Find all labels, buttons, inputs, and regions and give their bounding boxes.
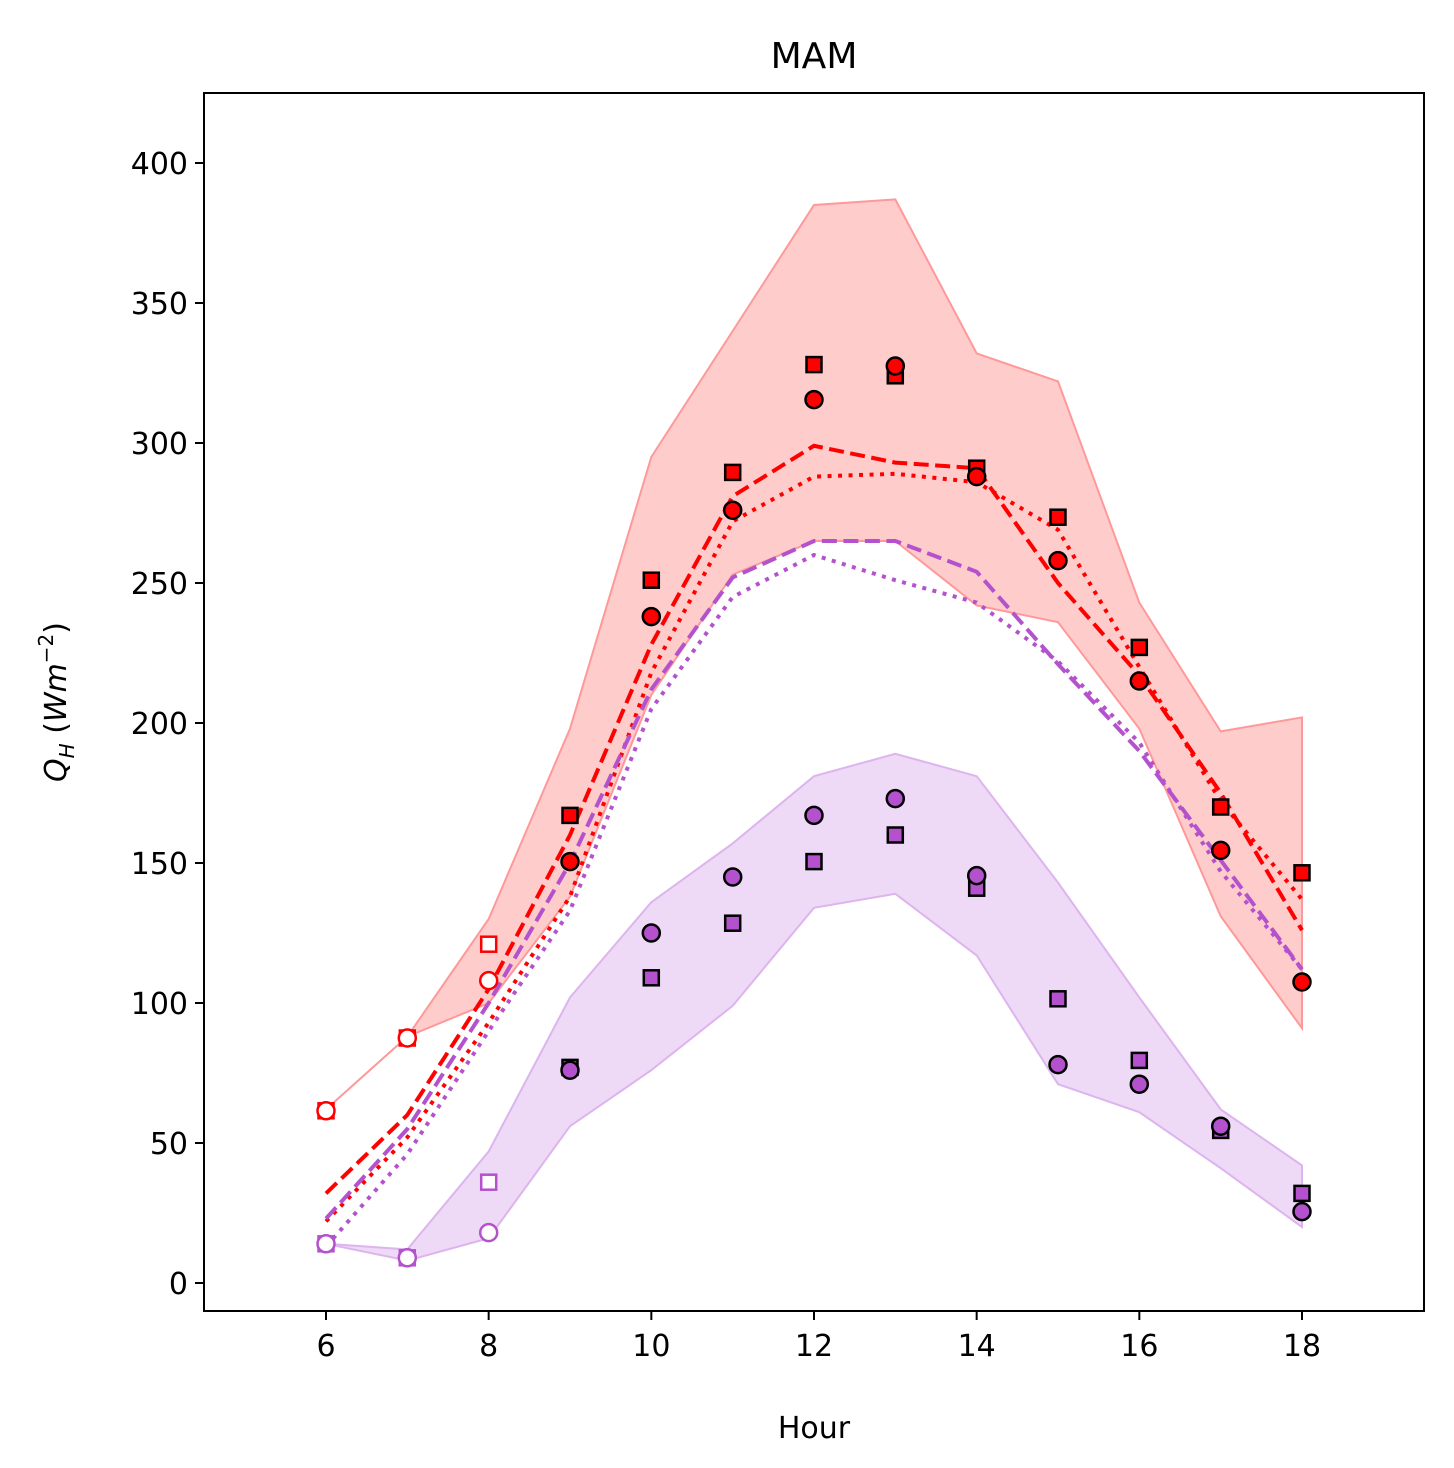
marker-purple-square	[1130, 1051, 1149, 1070]
x-tick-label: 6	[316, 1329, 335, 1364]
marker-red-circle	[1292, 972, 1312, 992]
marker-purple-square	[1049, 990, 1067, 1008]
marker-red-circle	[966, 466, 987, 487]
x-tick-label: 10	[632, 1329, 670, 1364]
x-axis-label: Hour	[778, 1411, 851, 1446]
y-tick-label: 400	[131, 147, 188, 182]
marker-red-square	[1049, 508, 1067, 526]
marker-red-circle	[316, 1101, 336, 1121]
x-axis-ticks: 6 8 10 12 14 16 18	[316, 1311, 1321, 1364]
y-axis-label-exponent: −2	[34, 634, 58, 663]
y-axis-label-close: )	[39, 622, 74, 634]
marker-purple-circle	[478, 1222, 499, 1243]
marker-red-square	[561, 806, 579, 825]
y-tick-label: 100	[131, 987, 188, 1022]
x-tick-label: 16	[1120, 1329, 1158, 1364]
y-tick-label: 0	[169, 1267, 188, 1302]
x-tick-label: 18	[1283, 1329, 1321, 1364]
marker-purple-circle	[316, 1234, 336, 1254]
marker-purple-circle	[722, 867, 743, 887]
y-tick-label: 200	[131, 707, 188, 742]
y-tick-label: 300	[131, 427, 188, 462]
marker-purple-circle	[1048, 1054, 1068, 1075]
marker-purple-circle	[397, 1248, 418, 1268]
chart-title: MAM	[771, 36, 858, 77]
y-axis-ticks: 0 50 100 150 200 250 300 350 400	[131, 147, 204, 1302]
marker-purple-circle	[885, 788, 906, 809]
marker-red-square	[1130, 638, 1149, 657]
x-tick-label: 14	[958, 1329, 996, 1364]
marker-red-circle	[641, 606, 662, 627]
marker-red-square	[723, 463, 742, 482]
marker-purple-square	[886, 826, 905, 844]
marker-purple-circle	[1292, 1201, 1312, 1222]
marker-red-circle	[560, 851, 580, 872]
marker-purple-circle	[560, 1060, 580, 1080]
marker-purple-circle	[804, 805, 824, 826]
marker-red-square	[805, 355, 823, 374]
marker-purple-circle	[1210, 1116, 1231, 1136]
marker-red-circle	[1210, 840, 1231, 861]
marker-purple-circle	[1129, 1074, 1150, 1094]
marker-red-square	[1293, 864, 1311, 882]
marker-red-circle	[478, 970, 499, 991]
marker-red-circle	[722, 500, 743, 520]
y-axis-label: QH (Wm−2)	[34, 622, 79, 782]
marker-red-square	[479, 935, 498, 953]
series-markers	[316, 355, 1312, 1268]
marker-red-circle	[804, 389, 824, 410]
marker-red-square	[1211, 798, 1230, 816]
marker-purple-square	[642, 969, 661, 987]
marker-red-circle	[1048, 550, 1068, 571]
marker-red-circle	[885, 356, 906, 376]
marker-purple-circle	[966, 865, 987, 886]
line-purple-dotted	[324, 552, 1304, 1248]
y-tick-label: 50	[150, 1127, 188, 1162]
x-tick-label: 12	[795, 1329, 833, 1364]
x-tick-label: 8	[479, 1329, 498, 1364]
marker-red-circle	[1129, 671, 1150, 691]
y-axis-label-open: (	[39, 722, 74, 743]
marker-purple-square	[723, 914, 742, 932]
y-tick-label: 250	[131, 567, 188, 602]
marker-purple-square	[805, 852, 823, 871]
y-axis-label-subscript: H	[55, 743, 79, 758]
marker-purple-square	[479, 1173, 498, 1191]
line-purple-dashed	[324, 539, 1304, 1220]
y-tick-label: 350	[131, 287, 188, 322]
y-tick-label: 150	[131, 847, 188, 882]
y-axis-label-symbol: Q	[39, 758, 74, 782]
marker-red-square	[642, 571, 661, 589]
marker-purple-circle	[641, 923, 662, 943]
y-axis-label-unit: Wm	[39, 663, 74, 722]
marker-red-circle	[397, 1028, 418, 1048]
marker-purple-square	[1293, 1184, 1311, 1203]
